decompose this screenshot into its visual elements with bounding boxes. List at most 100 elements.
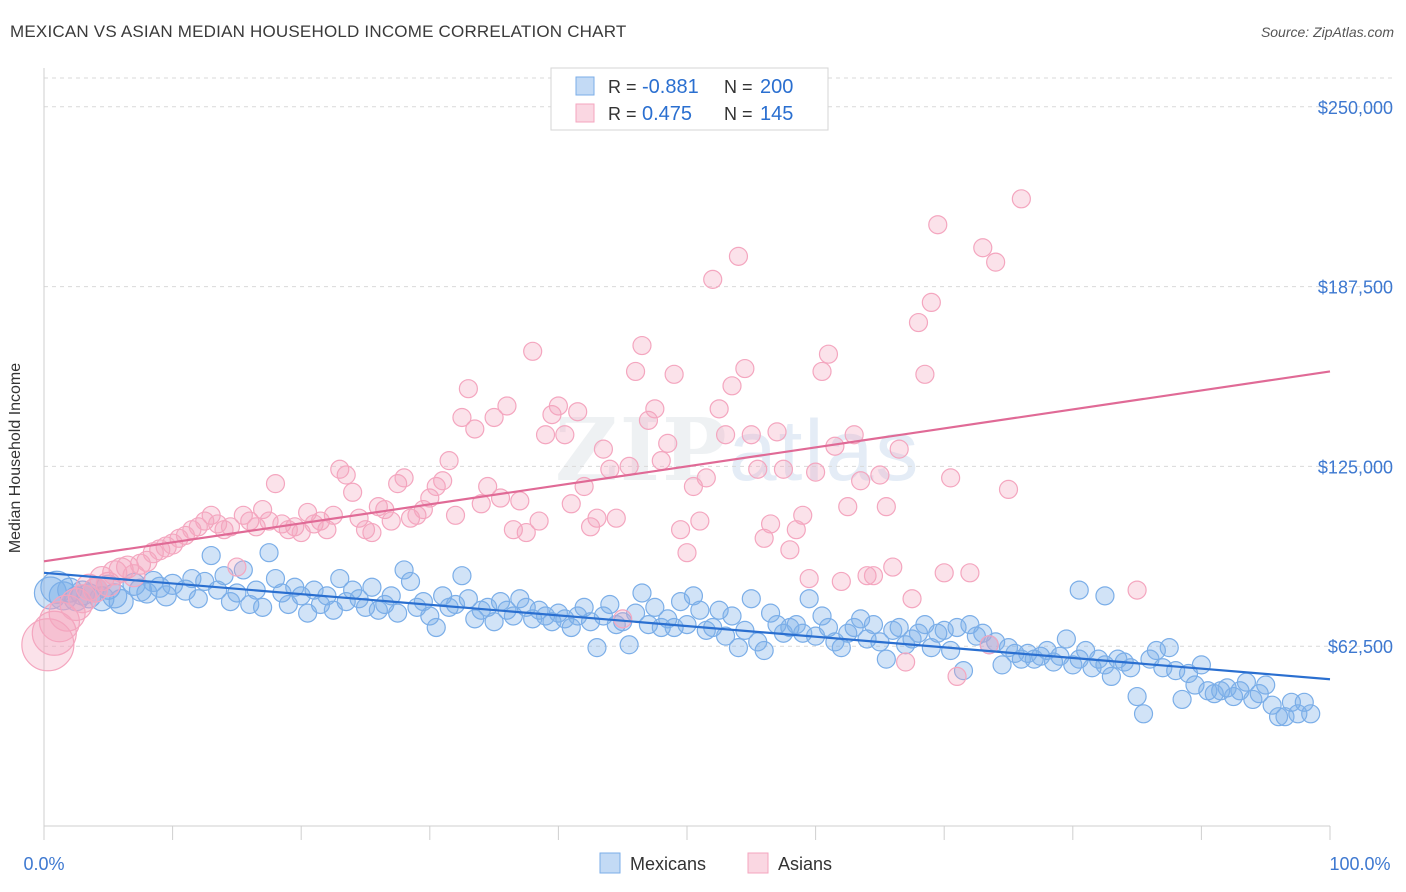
asians-point — [606, 508, 626, 528]
mexicans-point — [188, 589, 208, 609]
mexicans-point — [1133, 704, 1154, 724]
asians-point — [561, 494, 581, 514]
asians-point — [793, 505, 813, 525]
mexicans-point — [876, 649, 896, 669]
mexicans-point — [799, 589, 819, 609]
asians-point — [523, 341, 543, 361]
asians-point — [323, 505, 343, 525]
asians-trend-line — [43, 370, 1331, 563]
asians-point — [780, 540, 800, 560]
asians-point — [317, 520, 337, 540]
asians-point — [735, 358, 755, 379]
mexicans-point — [484, 612, 504, 632]
bottom-legend-label: Mexicans — [630, 854, 706, 874]
mexicans-point — [394, 560, 414, 580]
asians-point — [928, 215, 948, 235]
asians-point — [625, 361, 646, 382]
asians-point — [902, 589, 922, 609]
asians-point — [863, 566, 884, 586]
asians-point — [1127, 580, 1147, 600]
asians-point — [490, 488, 511, 508]
mexicans-point — [201, 545, 221, 566]
asians-point — [703, 269, 723, 289]
asians-point — [600, 459, 620, 479]
mexicans-point — [818, 617, 839, 638]
mexicans-point — [645, 597, 665, 617]
asians-point — [265, 474, 286, 494]
y-tick-label: $250,000 — [1318, 98, 1393, 118]
asians-point — [915, 364, 935, 384]
y-tick-label: $187,500 — [1318, 278, 1393, 298]
asians-point — [1011, 189, 1031, 209]
watermark-zip: ZIP — [555, 400, 729, 501]
asians-point — [529, 511, 549, 531]
asians-point — [908, 312, 929, 333]
legend-r-value: 0.475 — [642, 103, 692, 125]
mexicans-point — [259, 543, 279, 563]
asians-point — [227, 557, 247, 577]
asians-point — [664, 364, 684, 384]
bottom-legend-swatch — [747, 852, 769, 874]
mexicans-trend-line — [43, 571, 1331, 681]
mexicans-point — [863, 615, 884, 635]
asians-point — [876, 497, 896, 517]
source-label: Source: ZipAtlas.com — [1260, 24, 1394, 40]
asians-point — [799, 568, 819, 589]
asians-point — [715, 425, 736, 445]
legend-r-value: -0.881 — [642, 76, 699, 98]
mexicans-point — [1127, 686, 1147, 707]
mexicans-point — [426, 617, 446, 638]
asians-point — [921, 292, 941, 312]
asians-point — [220, 517, 241, 537]
asians-point — [677, 543, 697, 563]
asians-point — [857, 566, 877, 586]
asians-point — [555, 425, 575, 445]
chart-title: MEXICAN VS ASIAN MEDIAN HOUSEHOLD INCOME… — [10, 22, 627, 41]
asians-point — [722, 376, 742, 396]
asians-point — [690, 511, 710, 531]
asians-point — [362, 522, 382, 543]
asians-point — [465, 419, 485, 439]
asians-point — [497, 396, 517, 416]
asians-point — [934, 563, 954, 583]
asians-point — [619, 456, 639, 476]
watermark: ZIPatlas — [555, 400, 920, 501]
mexicans-point — [108, 588, 134, 615]
asians-point — [253, 499, 273, 520]
asians-point — [638, 410, 659, 430]
asians-point — [21, 618, 75, 672]
mexicans-point — [728, 638, 749, 658]
asians-point — [48, 594, 86, 632]
asians-point — [696, 468, 716, 488]
asians-point — [394, 468, 414, 488]
asians-point — [728, 246, 749, 266]
mexicans-point — [690, 600, 710, 620]
mexicans-point — [561, 617, 581, 638]
asians-point — [381, 511, 401, 531]
mexicans-point — [1191, 655, 1212, 675]
x-tick-label: 0.0% — [23, 854, 64, 874]
legend-n-value: 145 — [760, 103, 793, 125]
mexicans-point — [683, 586, 704, 606]
legend-n-label: N = — [724, 104, 753, 124]
watermark-atlas: atlas — [728, 403, 921, 499]
mexicans-point — [1294, 692, 1314, 712]
asians-point — [445, 505, 466, 525]
mexicans-point — [715, 626, 736, 646]
asians-point — [870, 465, 890, 485]
asians-point — [831, 571, 851, 592]
asians-point — [973, 238, 993, 258]
asians-point — [587, 508, 607, 528]
asians-point — [535, 425, 556, 445]
asians-point — [458, 379, 478, 399]
mexicans-point — [1262, 695, 1282, 715]
asians-point — [510, 491, 530, 511]
asians-point — [786, 520, 806, 540]
asians-point — [651, 451, 671, 471]
mexicans-point — [619, 635, 639, 655]
asians-point — [613, 609, 633, 629]
mexicans-point — [1101, 666, 1121, 687]
asians-point — [979, 635, 999, 655]
asians-point — [805, 462, 826, 482]
mexicans-point — [760, 603, 781, 623]
